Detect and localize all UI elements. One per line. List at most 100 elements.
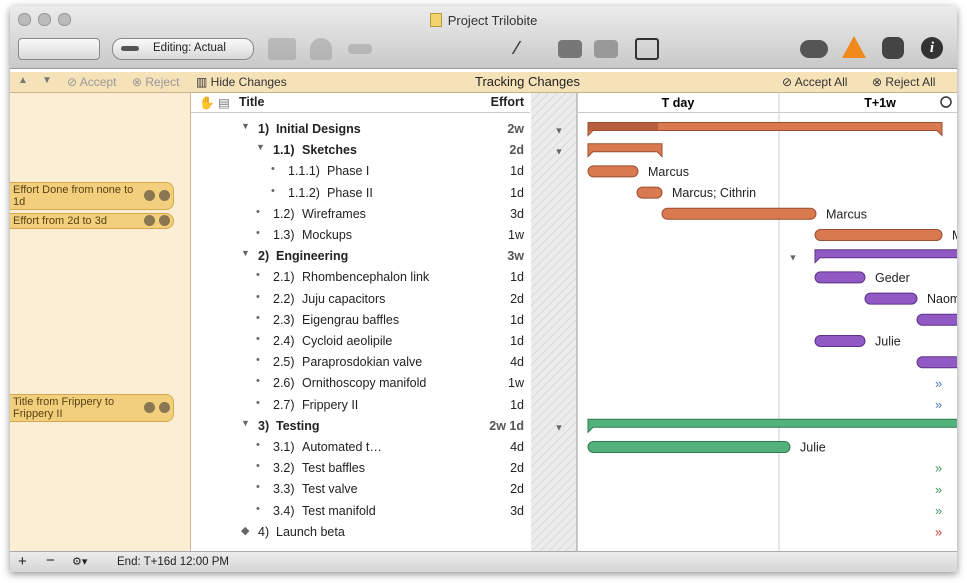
offscreen-indicator: » [935,376,942,391]
publish-icon[interactable] [800,40,828,58]
change-note: Title from Frippery to Frippery II [10,394,174,422]
close-button[interactable] [18,13,31,26]
accept-all-button[interactable]: ⊘ Accept All [782,75,848,89]
task-effort: 3d [510,503,524,518]
task-row: • 3.3) Test valve 2d [191,479,530,500]
tool-icon[interactable] [594,40,618,58]
action-menu[interactable]: ⚙▾ [72,556,88,568]
bullet: • [256,502,260,515]
remove-button[interactable]: − [46,552,55,569]
task-row: • 3.4) Test manifold 3d [191,501,530,522]
task-row: • 2.7) Frippery II 1d [191,395,530,416]
task-effort: 1d [510,334,524,348]
task-number: 1.2) [273,206,295,221]
task-row: ▼ 2) Engineering 3w [191,246,530,267]
accept-change[interactable] [144,215,155,226]
bullet: • [256,375,260,388]
disclosure-triangle[interactable]: ▼ [256,142,265,153]
task-number: 1) [258,122,270,136]
task-number: 3.2) [273,461,295,476]
minimize-button[interactable] [38,13,51,26]
task-title: Test baffles [302,461,366,476]
task-number: 2.6) [273,376,295,391]
gantt-disclosure: ▼ [789,253,798,263]
note-text: Effort from 2d to 3d [13,215,107,227]
tool-icon[interactable] [268,38,296,60]
window: Project Trilobite Editing: Actual ⁄ i ▲ … [10,6,957,572]
task-number: 3.3) [273,482,295,497]
task-row: • 2.2) Juju capacitors 2d [191,289,530,310]
task-effort: 2d [510,461,524,476]
title-bar: Project Trilobite Editing: Actual ⁄ i [10,6,957,69]
task-row: ◆ 4) Launch beta [191,522,530,543]
add-button[interactable]: + [18,553,27,570]
zoom-icon[interactable] [940,96,952,108]
zoom-button[interactable] [58,13,71,26]
editing-menu[interactable]: Editing: Actual [112,38,254,60]
task-effort: 4d [510,440,524,454]
task-title: Ornithoscopy manifold [302,376,427,391]
reject-all-button[interactable]: ⊗ Reject All [872,75,936,89]
reject-label: Reject [145,75,180,89]
task-number: 1.3) [273,228,295,242]
tool-icon[interactable] [310,38,332,60]
task-title: Frippery II [302,397,359,412]
task-bar [636,186,663,199]
stop-icon[interactable] [882,37,904,59]
bullet: • [256,396,260,409]
warning-icon[interactable] [842,36,866,58]
task-title: Launch beta [276,524,345,539]
task-bar [661,207,817,220]
resource-label: Marcus [648,165,689,179]
bullet: • [256,333,260,345]
resource-label: Julie [875,335,901,349]
effort-header: Effort [490,95,524,109]
task-effort: 2d [510,482,524,497]
reject-change[interactable] [159,402,170,413]
bullet: • [256,439,260,451]
task-effort: 2d [509,143,524,158]
hatched-column [531,93,577,551]
bullet: ◆ [241,524,250,537]
hide-changes-button[interactable]: ▥ Hide Changes [196,75,287,89]
title-header: Title [239,95,265,109]
disclosure-triangle[interactable]: ▼ [241,417,250,428]
task-number: 2.5) [273,355,295,370]
change-note: Effort Done from none to 1d [10,182,174,210]
reject-button[interactable]: ⊗ Reject [132,75,180,89]
task-number: 2.4) [273,334,295,348]
task-bar [864,292,918,305]
previous-change[interactable]: ▲ [18,75,28,86]
task-row: • 2.5) Paraprosdokian valve 4d [191,352,530,373]
task-title: Phase I [327,164,370,179]
disclosure-triangle[interactable]: ▼ [241,248,250,259]
info-icon[interactable]: i [921,37,943,59]
task-title: Automated t… [302,440,382,454]
view-switcher[interactable] [18,38,100,60]
task-number: 3) [258,418,270,433]
tool-icon[interactable]: ⁄ [515,38,519,58]
disclosure-triangle[interactable]: ▼ [241,121,250,131]
reject-change[interactable] [159,215,170,226]
accept-change[interactable] [144,190,155,201]
task-row: • 2.3) Eigengrau baffles 1d [191,310,530,331]
tool-icon[interactable] [348,44,372,54]
task-row: • 1.1.2) Phase II 1d [191,183,530,204]
bullet: • [271,163,275,176]
next-change[interactable]: ▼ [42,75,52,86]
tool-icon[interactable] [558,40,582,58]
task-title: Eigengrau baffles [302,312,400,327]
task-title: Cycloid aeolipile [302,334,393,348]
tool-icon[interactable] [635,38,659,60]
summary-bar [587,418,957,434]
accept-change[interactable] [144,402,155,413]
summary-bar [587,143,663,158]
reject-change[interactable] [159,190,170,201]
task-title: Sketches [302,143,357,158]
bullet: • [256,354,260,367]
task-row: ▼ 1.1) Sketches 2d [191,140,530,161]
gantt-disclosure: ▼ [555,126,564,136]
task-effort: 3w [507,249,524,264]
bullet: • [256,290,260,303]
accept-button[interactable]: ⊘ Accept [67,75,117,89]
